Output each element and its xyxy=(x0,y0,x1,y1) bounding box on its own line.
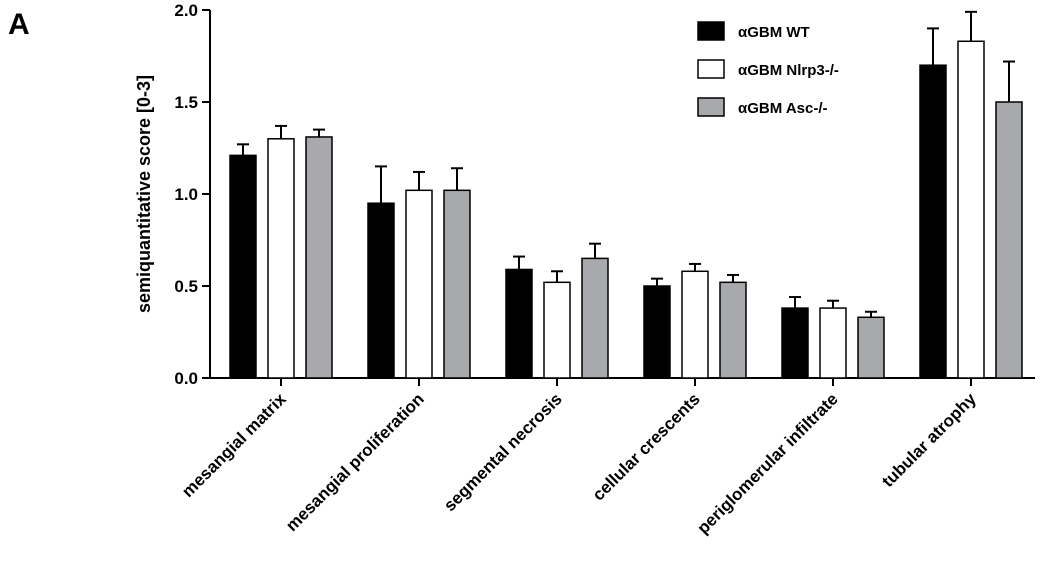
y-tick-label: 2.0 xyxy=(174,1,198,20)
category-label: mesangial proliferation xyxy=(282,389,428,535)
bar xyxy=(405,189,433,379)
bar xyxy=(681,270,709,379)
legend: αGBM WT αGBM Nlrp3-/- αGBM Asc-/- xyxy=(697,21,839,117)
bar xyxy=(505,268,533,379)
bar xyxy=(229,154,257,379)
bars-layer xyxy=(229,10,1023,379)
legend-swatch xyxy=(697,97,725,117)
bar xyxy=(919,64,947,379)
y-tick-label: 0.5 xyxy=(174,277,198,296)
bar xyxy=(781,307,809,379)
bar xyxy=(957,40,985,379)
bar xyxy=(305,136,333,379)
y-tick-label: 1.0 xyxy=(174,185,198,204)
legend-label: αGBM WT xyxy=(738,24,810,41)
bar xyxy=(267,138,295,379)
legend-label: αGBM Asc-/- xyxy=(738,100,828,117)
legend-swatch xyxy=(697,21,725,41)
bar xyxy=(443,189,471,379)
category-label: segmental necrosis xyxy=(440,389,566,515)
y-axis-title: semiquantitative score [0-3] xyxy=(134,75,154,313)
bar xyxy=(995,101,1023,379)
category-label: periglomerular infiltrate xyxy=(693,389,841,537)
category-label: tubular atrophy xyxy=(878,389,980,491)
legend-swatch xyxy=(697,59,725,79)
y-tick-label: 0.0 xyxy=(174,369,198,388)
panel-label: A xyxy=(8,8,30,41)
bar xyxy=(819,307,847,379)
category-label: mesangial matrix xyxy=(178,389,290,501)
category-label: cellular crescents xyxy=(589,389,704,504)
bar xyxy=(857,316,885,379)
bar xyxy=(643,285,671,379)
bar xyxy=(543,281,571,379)
y-tick-label: 1.5 xyxy=(174,93,198,112)
bar xyxy=(367,202,395,379)
bar xyxy=(719,281,747,379)
legend-label: αGBM Nlrp3-/- xyxy=(738,62,839,79)
bar xyxy=(581,257,609,379)
